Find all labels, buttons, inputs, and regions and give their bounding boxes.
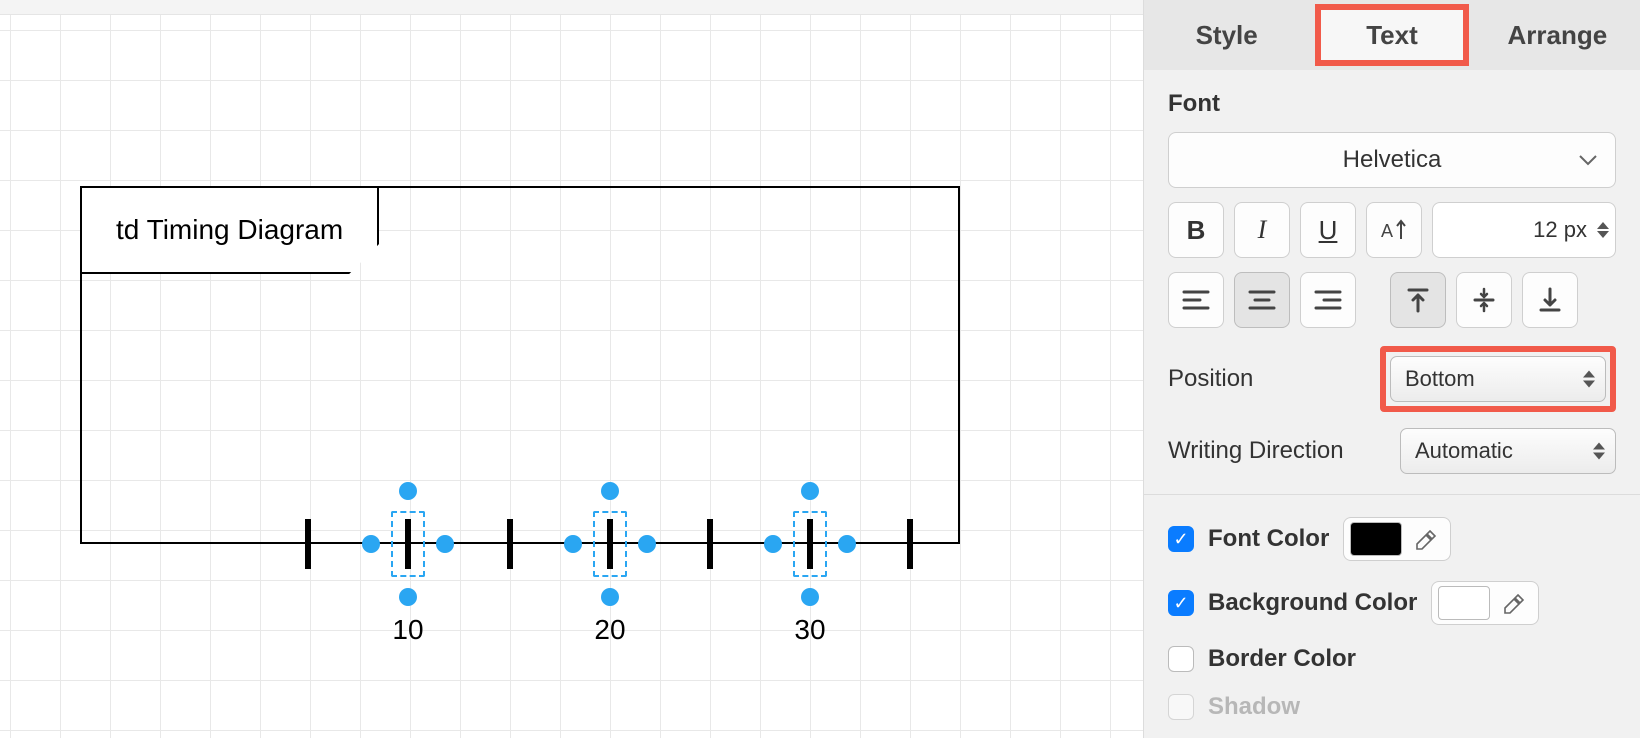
align-center-button[interactable]: [1234, 272, 1290, 328]
canvas[interactable]: td Timing Diagram 10 20 30: [0, 0, 1143, 738]
stepper-arrows-icon[interactable]: [1597, 222, 1609, 238]
eyedropper-icon[interactable]: [1498, 586, 1532, 620]
axis-tick[interactable]: [305, 519, 311, 569]
position-value: Bottom: [1405, 366, 1475, 392]
align-left-button[interactable]: [1168, 272, 1224, 328]
valign-middle-button[interactable]: [1456, 272, 1512, 328]
font-family-select[interactable]: Helvetica: [1168, 132, 1616, 188]
selection-outline[interactable]: [793, 511, 827, 577]
chevron-down-icon: [1579, 154, 1597, 166]
font-family-value: Helvetica: [1343, 146, 1442, 174]
tab-text[interactable]: Text: [1309, 0, 1474, 70]
background-color-row: ✓ Background Color: [1144, 571, 1640, 635]
underline-button[interactable]: U: [1300, 202, 1356, 258]
position-row: Position Bottom: [1144, 338, 1640, 420]
selection-handle[interactable]: [399, 482, 417, 500]
selection-handle[interactable]: [801, 482, 819, 500]
border-color-label: Border Color: [1208, 645, 1356, 673]
border-color-checkbox[interactable]: [1168, 646, 1194, 672]
tab-style[interactable]: Style: [1144, 0, 1309, 70]
font-color-picker[interactable]: [1343, 517, 1451, 561]
writing-direction-select[interactable]: Automatic: [1400, 428, 1616, 474]
valign-bottom-button[interactable]: [1522, 272, 1578, 328]
position-highlight: Bottom: [1380, 346, 1616, 412]
background-color-picker[interactable]: [1431, 581, 1539, 625]
font-size-input[interactable]: 12 px: [1432, 202, 1616, 258]
selection-outline[interactable]: [593, 511, 627, 577]
format-sidebar: Style Text Arrange Font Helvetica B I U …: [1143, 0, 1640, 738]
selection-handle[interactable]: [601, 588, 619, 606]
border-color-row: Border Color: [1144, 635, 1640, 683]
font-color-row: ✓ Font Color: [1144, 507, 1640, 571]
writing-direction-label: Writing Direction: [1168, 437, 1386, 465]
axis-tick-label[interactable]: 20: [594, 614, 625, 646]
font-color-label: Font Color: [1208, 525, 1329, 553]
shadow-label: Shadow: [1208, 693, 1300, 721]
background-color-swatch[interactable]: [1438, 586, 1490, 620]
align-right-button[interactable]: [1300, 272, 1356, 328]
font-size-value: 12 px: [1533, 217, 1587, 243]
sidebar-tabs: Style Text Arrange: [1144, 0, 1640, 70]
axis-tick[interactable]: [507, 519, 513, 569]
writing-direction-value: Automatic: [1415, 438, 1513, 464]
position-select[interactable]: Bottom: [1390, 356, 1606, 402]
selection-handle[interactable]: [638, 535, 656, 553]
updown-icon: [1583, 371, 1595, 388]
font-section: Font Helvetica B I U A 12 px: [1144, 70, 1640, 338]
eyedropper-icon[interactable]: [1410, 522, 1444, 556]
selection-handle[interactable]: [838, 535, 856, 553]
font-color-checkbox[interactable]: ✓: [1168, 526, 1194, 552]
writing-direction-row: Writing Direction Automatic: [1144, 420, 1640, 482]
timing-frame[interactable]: td Timing Diagram: [80, 186, 960, 544]
vertical-text-button[interactable]: A: [1366, 202, 1422, 258]
selection-handle[interactable]: [564, 535, 582, 553]
position-label: Position: [1168, 365, 1366, 393]
font-color-swatch[interactable]: [1350, 522, 1402, 556]
tab-arrange[interactable]: Arrange: [1475, 0, 1640, 70]
selection-handle[interactable]: [601, 482, 619, 500]
valign-top-button[interactable]: [1390, 272, 1446, 328]
svg-text:A: A: [1381, 221, 1393, 241]
background-color-label: Background Color: [1208, 589, 1417, 617]
background-color-checkbox[interactable]: ✓: [1168, 590, 1194, 616]
selection-handle[interactable]: [362, 535, 380, 553]
axis-tick-label[interactable]: 10: [392, 614, 423, 646]
frame-title[interactable]: td Timing Diagram: [82, 188, 379, 274]
font-heading: Font: [1168, 90, 1616, 118]
selection-handle[interactable]: [399, 588, 417, 606]
shadow-checkbox[interactable]: [1168, 694, 1194, 720]
selection-outline[interactable]: [391, 511, 425, 577]
selection-handle[interactable]: [764, 535, 782, 553]
shadow-row: Shadow: [1144, 683, 1640, 731]
updown-icon: [1593, 443, 1605, 460]
axis-tick[interactable]: [907, 519, 913, 569]
axis-tick[interactable]: [707, 519, 713, 569]
axis-tick-label[interactable]: 30: [794, 614, 825, 646]
selection-handle[interactable]: [801, 588, 819, 606]
italic-button[interactable]: I: [1234, 202, 1290, 258]
divider: [1144, 494, 1640, 495]
selection-handle[interactable]: [436, 535, 454, 553]
bold-button[interactable]: B: [1168, 202, 1224, 258]
